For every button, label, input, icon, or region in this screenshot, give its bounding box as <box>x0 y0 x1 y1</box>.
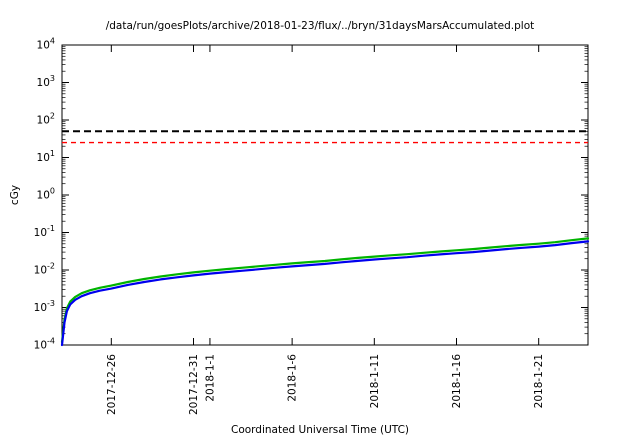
x-tick-label: 2018-1-1 <box>204 354 216 402</box>
x-tick-label: 2018-1-16 <box>451 354 463 409</box>
y-tick-label: 10-3 <box>34 299 55 314</box>
y-tick-label: 104 <box>37 37 55 52</box>
chart-title: /data/run/goesPlots/archive/2018-01-23/f… <box>105 20 535 32</box>
series-line-accumulated-dose-blue <box>60 240 590 347</box>
y-tick-label: 100 <box>37 187 55 202</box>
y-tick-label: 10-4 <box>34 337 55 352</box>
x-tick-label: 2017-12-26 <box>106 354 118 415</box>
series-line-accumulated-dose-green <box>60 237 590 344</box>
y-tick-label: 10-1 <box>34 224 55 239</box>
x-tick-label: 2018-1-11 <box>369 354 381 408</box>
y-tick-label: 101 <box>37 149 55 164</box>
x-tick-label: 2017-12-31 <box>188 354 200 415</box>
y-tick-label: 103 <box>37 74 55 89</box>
y-tick-label: 10-2 <box>34 262 55 277</box>
x-tick-label: 2018-1-21 <box>533 354 545 408</box>
x-tick-label: 2018-1-6 <box>287 354 299 402</box>
x-axis-label: Coordinated Universal Time (UTC) <box>230 424 409 436</box>
y-tick-label: 102 <box>37 112 55 127</box>
plot-border <box>61 44 589 346</box>
